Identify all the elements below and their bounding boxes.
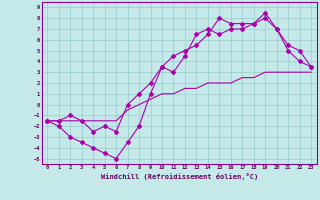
X-axis label: Windchill (Refroidissement éolien,°C): Windchill (Refroidissement éolien,°C) (100, 173, 258, 180)
